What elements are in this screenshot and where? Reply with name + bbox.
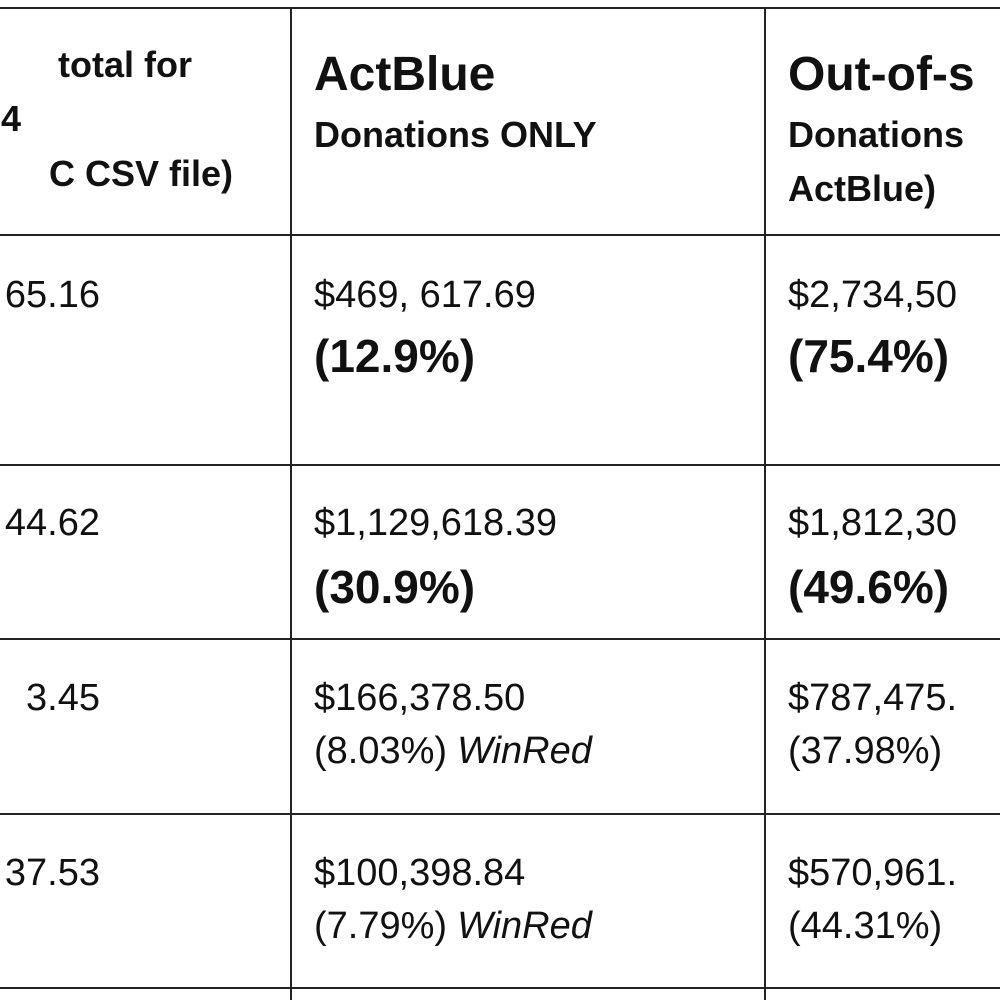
header-subtitle: Donations ONLY xyxy=(314,114,597,155)
percent-line: (30.9%) xyxy=(314,561,475,613)
percent-line: (12.9%) xyxy=(314,330,475,382)
header-title: ActBlue xyxy=(314,48,495,101)
header-subtitle: Donations xyxy=(788,114,964,155)
percent: (7.79%) xyxy=(314,905,447,947)
percent-line: (49.6%) xyxy=(788,561,949,613)
percent: (12.9%) xyxy=(314,330,475,382)
amount: $1,129,618.39 xyxy=(314,502,557,544)
header-text: total for xyxy=(58,44,192,85)
percent: (75.4%) xyxy=(788,330,949,382)
percent: (8.03%) xyxy=(314,730,447,772)
header: total for 4 C CSV file) ActBlue Donation… xyxy=(1,44,975,209)
amount: $100,398.84 xyxy=(314,852,525,894)
table-body: 65.16 $469, 617.69 (12.9%) $2,734,50 (75.4%)… xyxy=(5,274,957,947)
percent: (49.6%) xyxy=(788,561,949,613)
grid xyxy=(0,7,1000,1000)
amount: $570,961. xyxy=(788,852,957,894)
percent-line: (75.4%) xyxy=(788,330,949,382)
percent: (30.9%) xyxy=(314,561,475,613)
cell-text: 3.45 xyxy=(26,677,100,719)
header-subtitle: ActBlue) xyxy=(788,168,936,209)
percent: (44.31%) xyxy=(788,905,942,947)
header-title: Out-of-s xyxy=(788,48,975,101)
amount: $469, 617.69 xyxy=(314,274,536,316)
note: WinRed xyxy=(457,730,594,772)
percent-line: (7.79%) WinRed xyxy=(314,905,594,947)
cell-text: 65.16 xyxy=(5,274,100,316)
header-text: C CSV file) xyxy=(49,153,233,194)
amount: $2,734,50 xyxy=(788,274,957,316)
amount: $787,475. xyxy=(788,677,957,719)
note: WinRed xyxy=(457,905,594,947)
amount: $166,378.50 xyxy=(314,677,525,719)
header-text: 4 xyxy=(1,98,21,139)
percent-line: (44.31%) xyxy=(788,905,942,947)
amount: $1,812,30 xyxy=(788,502,957,544)
percent-line: (37.98%) xyxy=(788,730,942,772)
cell-text: 37.53 xyxy=(5,852,100,894)
cell-text: 44.62 xyxy=(5,502,100,544)
percent: (37.98%) xyxy=(788,730,942,772)
percent-line: (8.03%) WinRed xyxy=(314,730,594,772)
